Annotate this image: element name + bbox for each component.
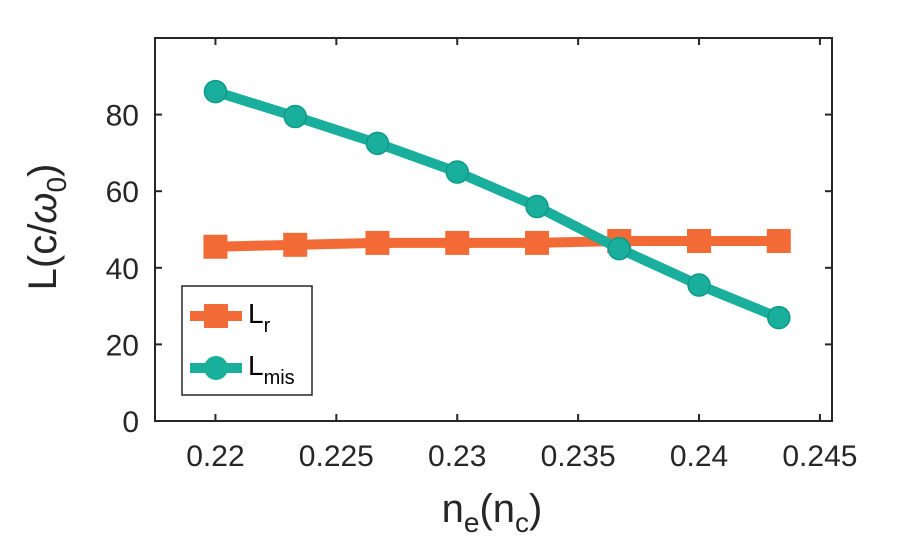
legend-marker-square (204, 304, 228, 328)
legend-lr-sub: r (264, 315, 271, 337)
data-point-lr (525, 230, 550, 255)
x-tick-label: 0.24 (670, 440, 728, 473)
data-point-lmis (687, 273, 711, 297)
x-tick-label: 0.22 (186, 440, 244, 473)
data-point-lr (203, 234, 228, 259)
x-tick-label: 0.235 (541, 440, 616, 473)
x-axis-label: ne(nc) (442, 487, 543, 538)
y-tick-label: 0 (122, 406, 139, 439)
x-tick-label: 0.245 (782, 440, 857, 473)
legend-entry-lmis: Lmis (248, 350, 295, 389)
y-tick-label: 80 (106, 100, 139, 133)
plot-area-frame (154, 37, 833, 422)
data-point-lr (283, 232, 308, 257)
y-axis-label-post: ) (21, 164, 65, 177)
data-point-lmis (283, 104, 307, 129)
x-axis-ticks: 0.22 0.225 0.23 0.235 0.24 0.245 (186, 38, 857, 473)
x-axis-label-mid: (n (479, 487, 515, 531)
data-point-lr (365, 230, 390, 255)
data-point-lmis (203, 79, 228, 104)
legend-box (181, 285, 313, 396)
y-tick-label: 40 (106, 253, 139, 286)
y-axis-label: L(c/ω0) (21, 164, 72, 291)
legend-lr-base: L (248, 298, 264, 329)
series-line-l-r (215, 235, 779, 252)
legend-lmis-sub: mis (264, 367, 295, 389)
data-point-lmis (445, 160, 469, 184)
data-point-lmis (607, 236, 631, 261)
data-point-lr (445, 230, 470, 255)
y-axis-label-omega: ω (21, 193, 65, 224)
legend: Lr Lmis (181, 285, 313, 396)
legend-marker-circle (204, 356, 228, 380)
x-tick-label: 0.23 (428, 440, 486, 473)
y-axis-ticks: 0 20 40 60 80 (106, 100, 832, 439)
data-point-lmis (365, 131, 390, 156)
x-axis-label-end: ) (529, 487, 542, 531)
y-tick-label: 20 (106, 329, 139, 362)
legend-lmis-base: L (248, 350, 264, 381)
data-point-lmis (525, 194, 549, 219)
legend-entry-lr: Lr (248, 298, 271, 337)
data-point-lmis (767, 305, 791, 330)
series-line-l-mis (213, 86, 781, 323)
y-axis-label-sub: 0 (41, 177, 72, 193)
y-tick-label: 60 (106, 176, 139, 209)
data-point-lr (766, 228, 791, 253)
x-tick-label: 0.225 (299, 440, 374, 473)
y-axis-label-pre: L(c/ (21, 223, 65, 291)
x-axis-label-sub: e (464, 507, 480, 538)
data-point-lr (687, 228, 712, 253)
x-axis-label-base: n (442, 487, 464, 531)
series-layer (203, 79, 791, 330)
x-axis-label-sub2: c (515, 507, 529, 538)
